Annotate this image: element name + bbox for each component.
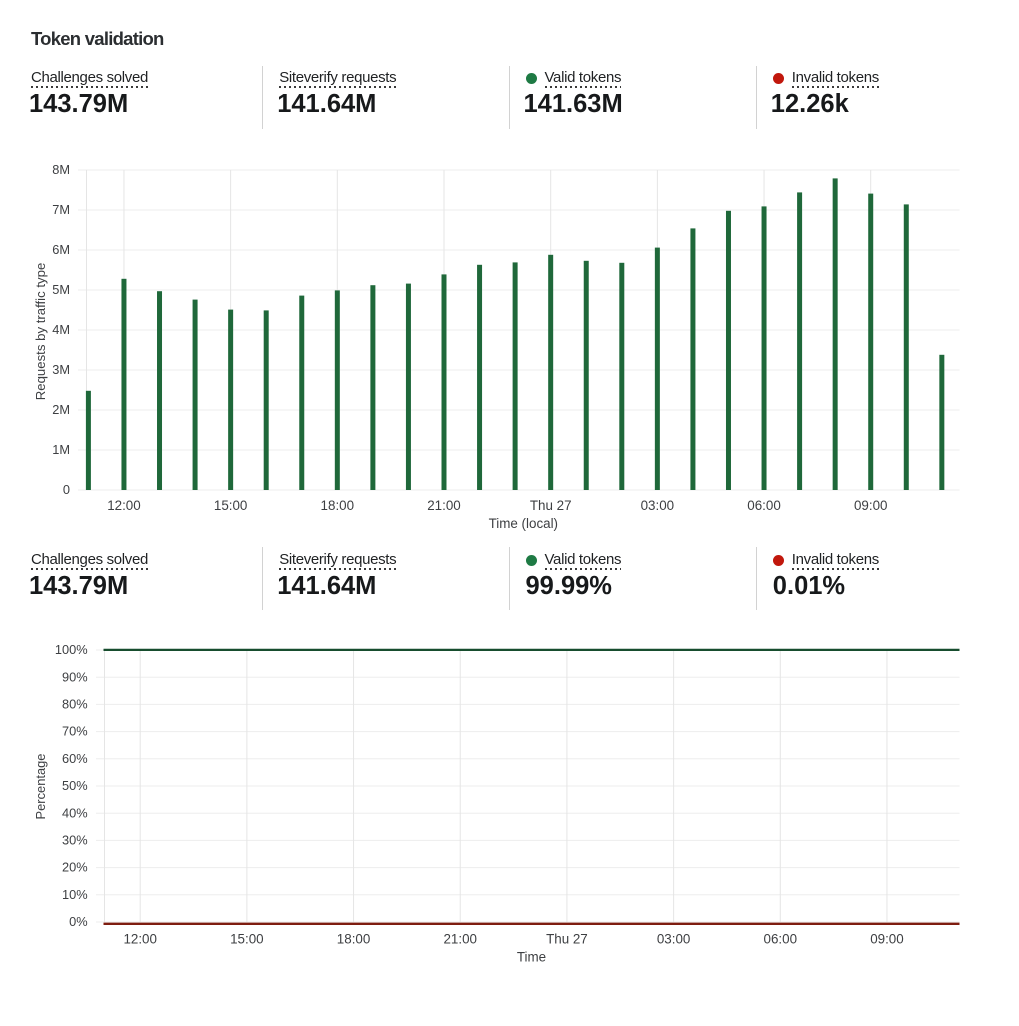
svg-text:2M: 2M: [52, 402, 70, 417]
svg-text:Time: Time: [517, 949, 546, 964]
svg-text:3M: 3M: [52, 362, 70, 377]
svg-text:18:00: 18:00: [337, 932, 371, 947]
svg-text:12:00: 12:00: [107, 498, 141, 513]
svg-text:4M: 4M: [52, 322, 70, 337]
svg-text:30%: 30%: [62, 833, 88, 848]
svg-text:60%: 60%: [62, 751, 88, 766]
svg-text:40%: 40%: [62, 805, 88, 820]
svg-text:20%: 20%: [62, 860, 88, 875]
svg-text:12:00: 12:00: [123, 932, 157, 947]
svg-text:18:00: 18:00: [321, 498, 355, 513]
svg-text:03:00: 03:00: [641, 498, 675, 513]
svg-text:80%: 80%: [62, 697, 88, 712]
svg-text:06:00: 06:00: [747, 498, 781, 513]
svg-text:15:00: 15:00: [214, 498, 248, 513]
svg-text:21:00: 21:00: [427, 498, 461, 513]
svg-text:100%: 100%: [55, 642, 88, 657]
svg-text:09:00: 09:00: [870, 932, 904, 947]
svg-text:0: 0: [63, 482, 70, 497]
svg-text:7M: 7M: [52, 202, 70, 217]
svg-text:21:00: 21:00: [443, 932, 477, 947]
svg-text:Thu 27: Thu 27: [546, 932, 588, 947]
svg-text:70%: 70%: [62, 724, 88, 739]
svg-text:Percentage: Percentage: [33, 754, 48, 820]
svg-text:0%: 0%: [69, 914, 88, 929]
svg-text:15:00: 15:00: [230, 932, 264, 947]
svg-text:Thu 27: Thu 27: [530, 498, 572, 513]
svg-text:5M: 5M: [52, 282, 70, 297]
svg-text:03:00: 03:00: [657, 932, 691, 947]
svg-text:09:00: 09:00: [854, 498, 888, 513]
svg-text:50%: 50%: [62, 778, 88, 793]
svg-text:6M: 6M: [52, 242, 70, 257]
svg-text:10%: 10%: [62, 887, 88, 902]
svg-text:8M: 8M: [52, 162, 70, 177]
svg-text:Time (local): Time (local): [489, 516, 558, 531]
svg-text:90%: 90%: [62, 669, 88, 684]
svg-text:1M: 1M: [52, 442, 70, 457]
svg-text:06:00: 06:00: [764, 932, 798, 947]
svg-text:Requests by traffic type: Requests by traffic type: [33, 263, 48, 401]
